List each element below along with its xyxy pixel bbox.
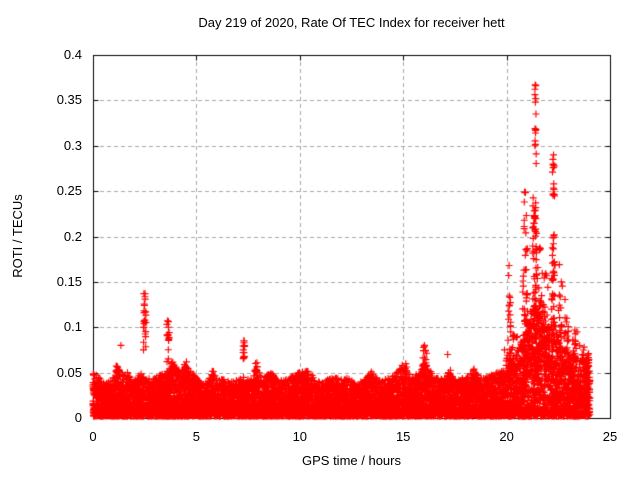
y-tick-label: 0.4 (63, 47, 82, 62)
x-tick-label: 25 (602, 429, 618, 444)
x-tick-label: 20 (499, 429, 514, 444)
y-tick-label: 0.1 (63, 319, 82, 335)
y-tick-label: 0.25 (56, 183, 82, 199)
y-tick-label: 0 (74, 410, 82, 425)
x-tick-label: 0 (89, 429, 97, 444)
y-tick-label: 0.15 (56, 273, 82, 289)
y-tick-label: 0.05 (56, 364, 82, 380)
x-tick-label: 10 (292, 429, 308, 444)
x-tick-label: 5 (192, 429, 200, 444)
chart-title: Day 219 of 2020, Rate Of TEC Index for r… (198, 15, 505, 30)
y-tick-label: 0.3 (63, 137, 82, 153)
y-tick-label: 0.2 (63, 228, 82, 244)
y-tick-label: 0.35 (56, 92, 82, 108)
x-tick-label: 15 (395, 429, 411, 444)
x-axis-title: GPS time / hours (302, 453, 401, 468)
